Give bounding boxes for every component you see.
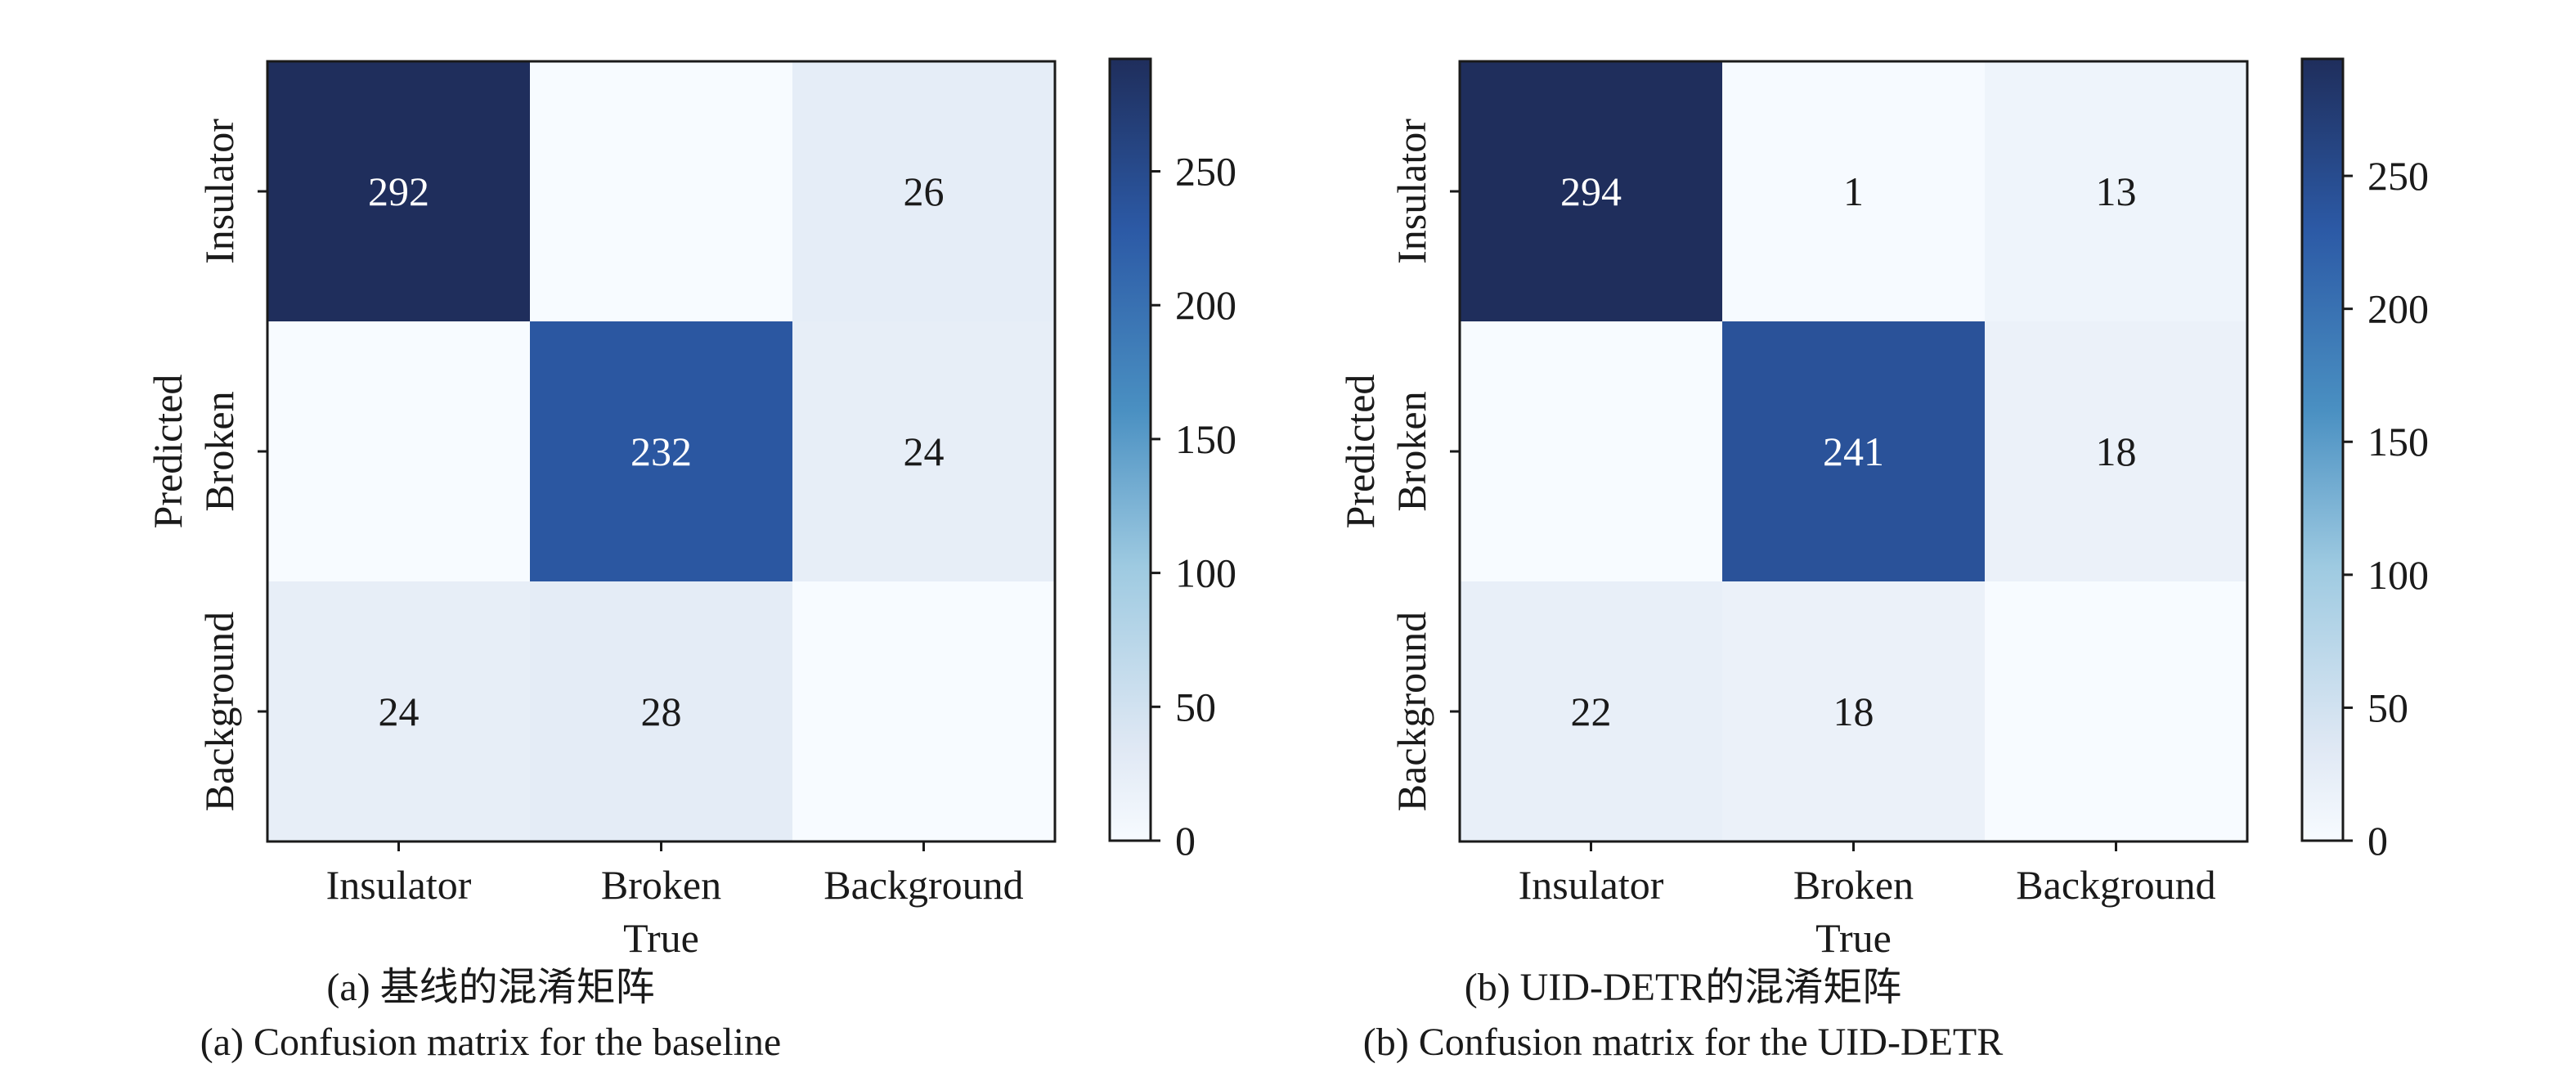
colorbar-tick-label: 100	[1175, 550, 1236, 596]
x-tick-label: Insulator	[326, 862, 472, 908]
cell-value-label: 28	[641, 689, 682, 734]
x-tick-label: Broken	[601, 862, 721, 908]
cell-value-label: 24	[379, 689, 420, 734]
colorbar-tick-label: 50	[1175, 684, 1216, 729]
colorbar-tick-label: 250	[1175, 149, 1236, 195]
confusion-matrix-uid-detr: 294 1 13 241 18 22 18 Insulator Broken Background…	[1337, 57, 2429, 961]
cell-value-label: 232	[631, 429, 692, 474]
panel-baseline: 292 26 232 24 24 28 Insulator Broken Background T…	[145, 57, 1236, 1064]
y-tick-label: Broken	[1389, 391, 1434, 511]
heatmap-cell	[530, 61, 793, 322]
cell-value-label: 18	[1833, 689, 1874, 734]
heatmap-cell	[267, 581, 531, 842]
x-tick-label: Insulator	[1519, 862, 1664, 908]
heatmap-cell	[1722, 61, 1986, 322]
x-tick-label: Broken	[1793, 862, 1914, 908]
heatmap-cell	[267, 321, 531, 582]
colorbar-tick-label: 200	[2367, 286, 2429, 332]
colorbar	[2300, 57, 2345, 842]
heatmap-cell	[1985, 61, 2248, 322]
heatmap-cell	[792, 581, 1056, 842]
y-tick-label: Broken	[196, 391, 242, 511]
caption-cn: (b) UID-DETR的混淆矩阵	[1464, 966, 1902, 1009]
y-tick-label: Background	[1389, 612, 1434, 811]
panel-uid-detr: 294 1 13 241 18 22 18 Insulator Broken Background…	[1192, 0, 2480, 1077]
cell-value-label: 22	[1571, 689, 1612, 734]
colorbar-tick-label: 200	[1175, 282, 1236, 328]
heatmap-cell	[1460, 61, 1723, 322]
heatmap-cell	[1722, 321, 1986, 582]
caption-en: (a) Confusion matrix for the baseline	[200, 1021, 782, 1064]
y-tick-label: Insulator	[1389, 119, 1434, 264]
caption-cn: (a) 基线的混淆矩阵	[326, 966, 655, 1009]
heatmap-cell	[1460, 321, 1723, 582]
colorbar-tick-label: 250	[2367, 153, 2429, 199]
heatmap-cell	[1722, 581, 1986, 842]
colorbar-tick-label: 0	[2367, 818, 2388, 864]
y-tick-label: Background	[196, 612, 242, 811]
x-axis-label: True	[1815, 915, 1892, 961]
cell-value-label: 241	[1823, 429, 1884, 474]
cell-value-label: 13	[2096, 168, 2137, 214]
x-tick-label: Background	[824, 862, 1023, 908]
colorbar-tick-label: 100	[2367, 552, 2429, 598]
cell-value-label: 24	[904, 429, 945, 474]
heatmap-cell	[792, 321, 1056, 582]
confusion-matrix-baseline: 292 26 232 24 24 28 Insulator Broken Background T…	[145, 57, 1236, 961]
colorbar-tick-label: 150	[1175, 416, 1236, 462]
heatmap-cell	[792, 61, 1056, 322]
colorbar-tick-label: 150	[2367, 419, 2429, 464]
cell-value-label: 1	[1843, 168, 1864, 214]
cell-value-label: 18	[2096, 429, 2137, 474]
heatmap-cell	[1985, 581, 2248, 842]
colorbar	[1108, 57, 1152, 842]
colorbar-tick-label: 0	[1175, 818, 1196, 864]
caption-en: (b) Confusion matrix for the UID-DETR	[1362, 1021, 2004, 1064]
heatmap-cell	[267, 61, 531, 322]
heatmap-cell	[1985, 321, 2248, 582]
heatmap-cell	[530, 581, 793, 842]
heatmap-cell	[1460, 581, 1723, 842]
y-axis-label: Predicted	[145, 375, 191, 529]
heatmap-cell	[530, 321, 793, 582]
cell-value-label: 292	[368, 168, 429, 214]
cell-value-label: 294	[1560, 168, 1622, 214]
x-tick-label: Background	[2016, 862, 2215, 908]
y-tick-label: Insulator	[196, 119, 242, 264]
y-axis-label: Predicted	[1337, 375, 1383, 529]
x-axis-label: True	[623, 915, 699, 961]
colorbar-tick-label: 50	[2367, 684, 2408, 730]
cell-value-label: 26	[904, 168, 945, 214]
